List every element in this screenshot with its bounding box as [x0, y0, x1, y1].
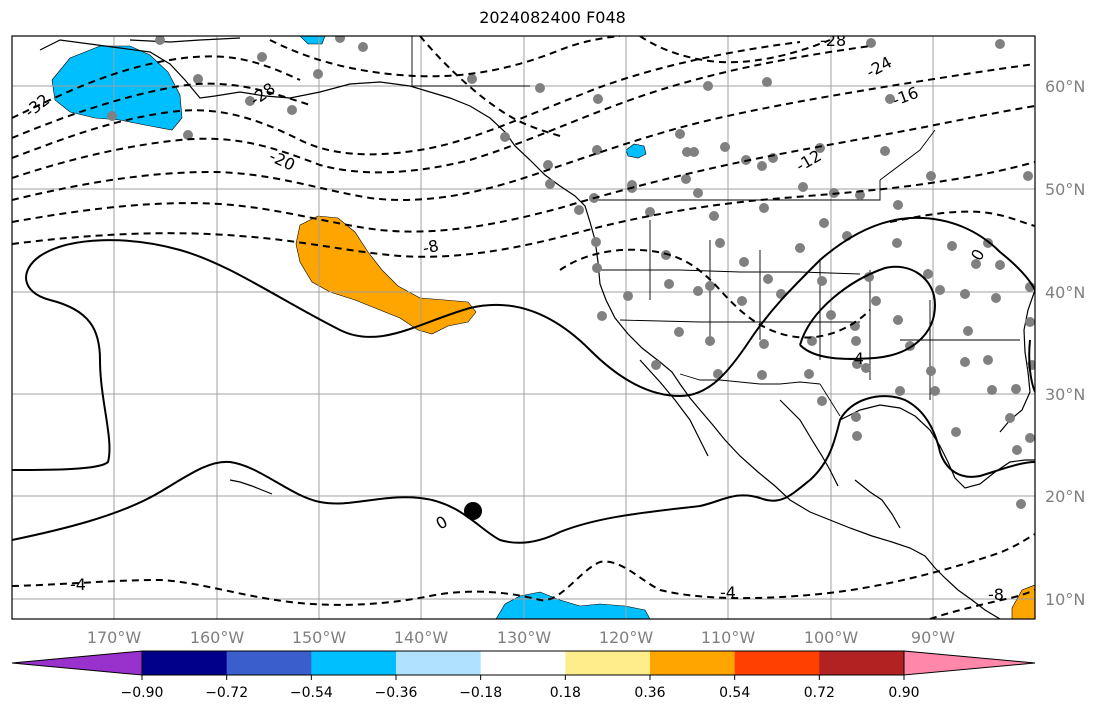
colorbar-tick-label: 0.90: [888, 685, 919, 701]
location-marker-dot: [464, 502, 482, 520]
lat-label: 30°N: [1045, 385, 1085, 404]
contour-label: -4: [720, 583, 736, 602]
colorbar-swatch: [650, 651, 736, 675]
colorbar-tick-label: −0.18: [459, 685, 502, 701]
colorbar-ticks: −0.90 −0.72 −0.54 −0.36 −0.18 0.18 0.36 0.54 0.7…: [121, 675, 920, 701]
lat-label: 60°N: [1045, 77, 1085, 96]
lon-label: 100°W: [804, 628, 859, 647]
lon-label: 90°W: [911, 628, 955, 647]
colorbar-swatch: [226, 651, 312, 675]
solid-contours: [12, 216, 1035, 544]
latitude-labels: 60°N 50°N 40°N 30°N 20°N 10°N: [1045, 77, 1085, 609]
contour-label: -4: [848, 349, 864, 368]
contour-label: -8: [421, 236, 441, 258]
colorbar: −0.90 −0.72 −0.54 −0.36 −0.18 0.18 0.36 0.54 0.7…: [11, 650, 1036, 701]
colorbar-tick-label: −0.36: [375, 685, 418, 701]
colorbar-tick-label: −0.54: [290, 685, 333, 701]
colorbar-tick-label: −0.90: [121, 685, 164, 701]
lat-label: 20°N: [1045, 487, 1085, 506]
shaded-region-canada-blue: [625, 143, 647, 159]
colorbar-tick-label: 0.18: [550, 685, 581, 701]
lon-label: 110°W: [701, 628, 756, 647]
colorbar-swatches: [12, 651, 1035, 675]
lat-label: 10°N: [1045, 590, 1085, 609]
coastlines: [39, 37, 1035, 619]
colorbar-swatch: [396, 651, 482, 675]
colorbar-swatch: [311, 651, 397, 675]
map-title: 2024082400 F048: [479, 8, 626, 27]
colorbar-outline-right: [903, 650, 1036, 676]
colorbar-tick-label: 0.72: [804, 685, 835, 701]
colorbar-tick-label: 0.54: [719, 685, 750, 701]
colorbar-tick-label: −0.72: [205, 685, 248, 701]
contour-label: -28: [820, 31, 846, 50]
colorbar-swatch: [565, 651, 651, 675]
lat-label: 50°N: [1045, 180, 1085, 199]
contour-label: -8: [988, 585, 1004, 604]
longitude-labels: 170°W 160°W 150°W 140°W 130°W 120°W 110°…: [87, 628, 955, 647]
gridlines: [12, 36, 1035, 619]
map-frame: [11, 35, 1036, 620]
lat-label: 40°N: [1045, 283, 1085, 302]
colorbar-swatch: [819, 651, 905, 675]
colorbar-extension-low: [12, 651, 142, 675]
lon-label: 170°W: [87, 628, 142, 647]
shaded-region-alaska: [51, 45, 183, 131]
shaded-region-pacific-orange: [295, 215, 477, 335]
negative-contours: [12, 36, 1035, 619]
colorbar-swatch: [142, 651, 228, 675]
lon-label: 160°W: [190, 628, 245, 647]
colorbar-swatch: [734, 651, 820, 675]
contour-label: -4: [70, 575, 86, 594]
lon-label: 140°W: [394, 628, 449, 647]
lon-label: 120°W: [599, 628, 654, 647]
station-markers: [107, 36, 1035, 509]
lon-label: 130°W: [497, 628, 552, 647]
lon-label: 150°W: [292, 628, 347, 647]
colorbar-extension-high: [904, 651, 1035, 675]
colorbar-tick-label: 0.36: [634, 685, 665, 701]
colorbar-swatch: [480, 651, 566, 675]
shaded-region-gulf-orange: [1011, 584, 1035, 619]
